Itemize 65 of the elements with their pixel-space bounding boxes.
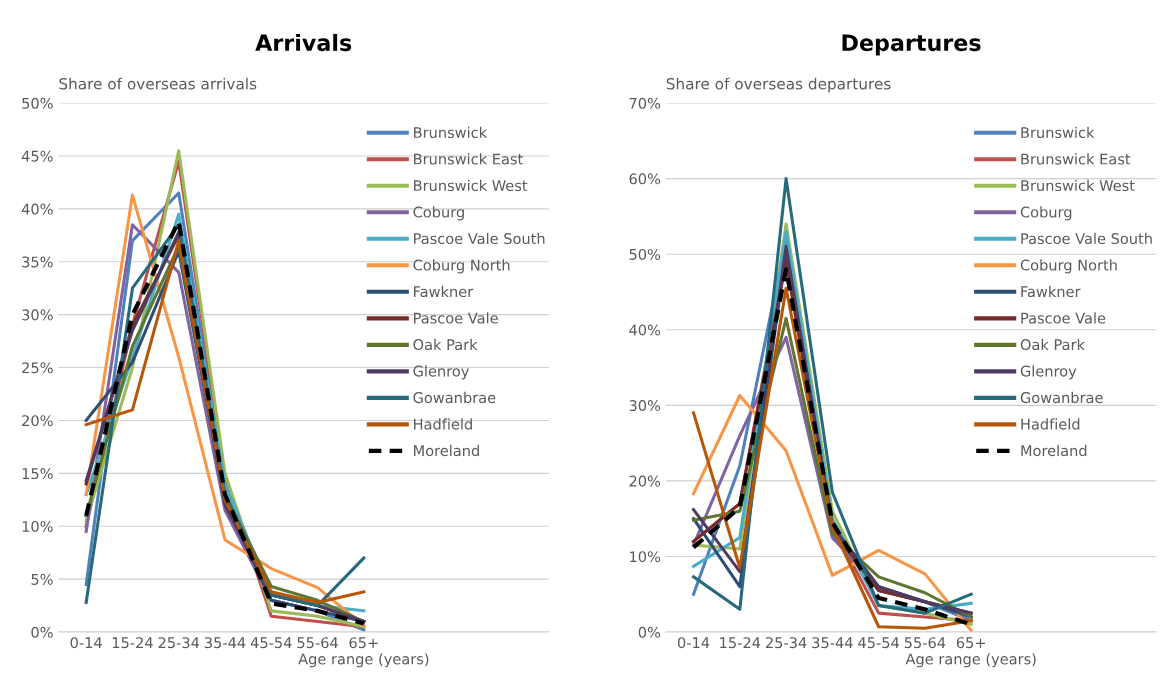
x-tick-label: 45-54 [250,637,292,649]
y-tick-label: 25% [22,362,53,374]
legend-label: Brunswick West [1021,179,1135,192]
legend-label: Moreland [1021,444,1087,457]
y-tick-label: 20% [22,415,53,427]
x-tick-label: 65+ [956,637,986,649]
legend-label: Fawkner [414,285,474,298]
x-tick-label: 55-64 [297,637,338,649]
y-tick-label: 35% [22,256,53,268]
x-tick-label: 0-14 [677,637,710,649]
chart-title: Arrivals [255,33,352,52]
y-tick-label: 70% [629,97,661,109]
legend-label: Brunswick [1021,126,1095,139]
legend-label: Pascoe Vale [414,312,498,324]
x-tick-label: 35-44 [812,637,853,649]
legend-label: Brunswick East [414,153,523,165]
x-axis-title: Age range (years) [905,653,1036,668]
legend-label: Coburg [1020,206,1072,221]
y-tick-label: 40% [629,324,661,336]
legend-label: Brunswick [414,126,488,139]
y-tick-label: 50% [629,248,661,260]
y-tick-label: 30% [629,400,661,412]
x-tick-label: 65+ [349,637,378,649]
legend-label: Pascoe Vale South [414,232,545,245]
y-tick-label: 20% [629,475,661,487]
y-tick-label: 50% [22,97,53,109]
legend-label: Coburg North [1020,259,1117,274]
legend-label: Oak Park [413,338,478,351]
y-tick-label: 0% [31,626,53,638]
legend-label: Hadfield [414,418,472,430]
legend-label: Coburg [413,206,464,221]
y-tick-label: 10% [22,520,53,532]
legend-label: Gowanbrae [1020,391,1103,404]
chart-subtitle: Share of overseas arrivals [59,77,257,90]
legend-label: Fawkner [1021,285,1081,298]
x-tick-label: 15-24 [112,637,153,649]
legend-label: Brunswick East [1021,153,1131,165]
legend-label: Moreland [414,444,479,457]
x-tick-label: 55-64 [904,637,946,649]
x-tick-label: 25-34 [158,637,200,649]
y-tick-label: 5% [31,573,53,585]
chart-subtitle: Share of overseas departures [666,77,891,93]
x-tick-label: 25-34 [765,637,807,649]
x-axis-title: Age range (years) [298,653,429,668]
legend-label: Pascoe Vale South [1021,232,1152,245]
y-tick-label: 0% [638,626,661,638]
legend-label: Hadfield [1021,418,1080,430]
x-tick-label: 45-54 [858,637,900,649]
y-tick-label: 45% [21,150,53,162]
x-tick-label: 0-14 [70,637,102,649]
legend-label: Gowanbrae [413,391,496,404]
legend-label: Glenroy [1020,365,1077,380]
legend-label: Oak Park [1020,338,1085,351]
x-tick-label: 35-44 [204,637,246,649]
y-tick-label: 40% [21,203,53,215]
legend-label: Pascoe Vale [1021,312,1106,324]
y-tick-label: 15% [22,468,53,480]
legend-label: Coburg North [413,259,510,274]
legend-label: Brunswick West [414,179,528,192]
y-tick-label: 60% [629,173,661,185]
y-tick-label: 10% [630,551,661,563]
chart-title: Departures [842,34,981,56]
legend-label: Glenroy [413,365,469,380]
x-tick-label: 15-24 [720,637,761,649]
y-tick-label: 30% [22,309,53,321]
